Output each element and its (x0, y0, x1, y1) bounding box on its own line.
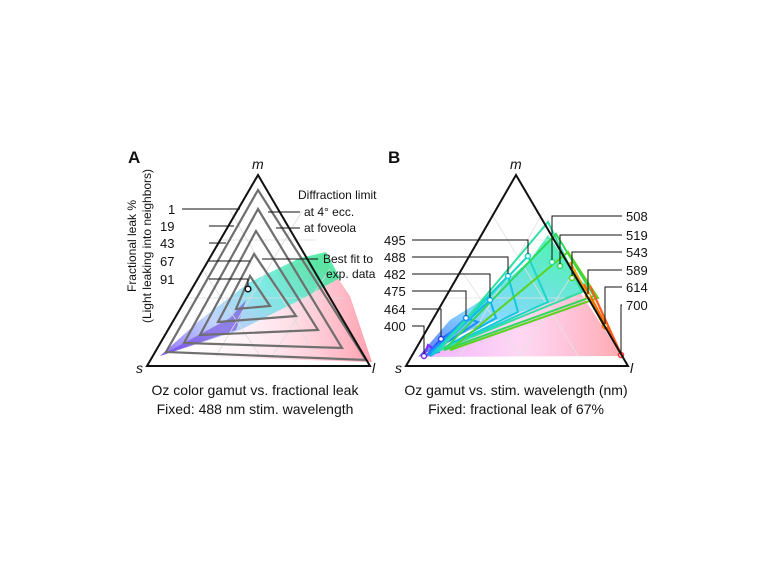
diffraction-leaders (262, 211, 318, 260)
wl-label-508: 508 (626, 209, 648, 224)
bestfit-line1: Best fit to (323, 252, 373, 266)
leak-label-1: 1 (168, 202, 175, 217)
caption-b-line1: Oz gamut vs. stim. wavelength (nm) (404, 382, 627, 398)
vertex-l-b: l (630, 360, 634, 376)
gamut-fill-violet (160, 300, 246, 356)
vertex-m-a: m (252, 156, 264, 172)
leak-label-19: 19 (160, 219, 174, 234)
leak-label-91: 91 (160, 272, 174, 287)
wl-label-400: 400 (384, 319, 406, 334)
wl-triangle-543 (449, 250, 600, 351)
leak-triangles (164, 187, 369, 362)
right-leaders (551, 215, 622, 353)
gamut-fill-cool (160, 252, 340, 356)
wl-triangle-495 (435, 254, 550, 353)
ylabel-line1: Fractional leak % (125, 200, 139, 292)
leak-triangle-67 (216, 251, 298, 324)
wl-label-464: 464 (384, 302, 406, 317)
wl-label-543: 543 (626, 245, 648, 260)
vertex-s-b: s (395, 360, 402, 376)
best-fit-point (244, 285, 252, 293)
wl-label-589: 589 (626, 263, 648, 278)
panel-b-letter: B (388, 148, 400, 167)
vertex-s-a: s (136, 360, 143, 376)
wl-label-488: 488 (384, 250, 406, 265)
leak-triangle-1 (164, 187, 369, 362)
vertex-l-a: l (372, 360, 376, 376)
ylabel-line2: (Light leaking into neighbors) (140, 169, 154, 323)
leak-triangle-43 (198, 228, 320, 337)
leak-triangle-19 (182, 206, 344, 350)
wl-label-700: 700 (626, 298, 648, 313)
caption-a-line2: Fixed: 488 nm stim. wavelength (157, 401, 354, 417)
wl-label-614: 614 (626, 280, 648, 295)
leak-triangle-91 (234, 273, 272, 311)
wl-label-519: 519 (626, 228, 648, 243)
diffraction-foveola: at foveola (304, 221, 356, 235)
wl-label-475: 475 (384, 284, 406, 299)
panel-b: B (384, 148, 648, 417)
diffraction-title: Diffraction limit (298, 188, 377, 202)
leak-label-43: 43 (160, 236, 174, 251)
wl-label-482: 482 (384, 267, 406, 282)
panel-a: A m s l Fractional leak % (125, 148, 377, 417)
leak-label-67: 67 (160, 254, 174, 269)
caption-b-line2: Fixed: fractional leak of 67% (428, 401, 604, 417)
diffraction-4deg: at 4° ecc. (304, 205, 354, 219)
outer-triangle-a (145, 173, 372, 367)
leak-leaders (182, 208, 250, 287)
wl-label-495: 495 (384, 233, 406, 248)
left-leaders (412, 239, 529, 354)
wl-triangle-519 (443, 232, 596, 351)
vertex-m-b: m (510, 156, 522, 172)
caption-a-line1: Oz color gamut vs. fractional leak (152, 382, 360, 398)
bestfit-line2: exp. data (326, 267, 376, 281)
panel-a-letter: A (128, 148, 140, 167)
